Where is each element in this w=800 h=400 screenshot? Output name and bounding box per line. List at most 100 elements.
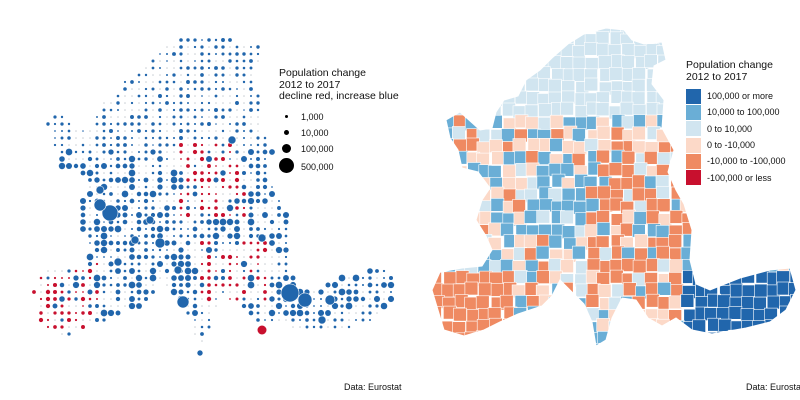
region-polygon (501, 331, 515, 346)
region-symbol (151, 255, 155, 259)
region-symbol (220, 212, 226, 218)
region-symbol-large (113, 257, 123, 267)
region-symbol (262, 198, 268, 204)
region-polygon (537, 66, 551, 80)
region-symbol (235, 283, 239, 287)
region-symbol (248, 310, 254, 316)
region-symbol (145, 81, 147, 83)
region-symbol (123, 248, 127, 252)
region-symbol (256, 276, 260, 280)
region-symbol (179, 234, 183, 238)
region-symbol (82, 305, 84, 307)
region-polygon (658, 79, 672, 93)
region-polygon (464, 281, 479, 296)
region-symbol (228, 108, 232, 112)
region-symbol (89, 137, 91, 139)
region-symbol (221, 157, 225, 161)
region-symbol (236, 81, 238, 83)
region-polygon (718, 209, 733, 224)
region-polygon (575, 309, 589, 323)
region-symbol (194, 284, 196, 286)
region-polygon (584, 77, 598, 92)
region-symbol (214, 87, 218, 91)
region-symbol (249, 241, 253, 245)
region-symbol (96, 130, 98, 132)
region-symbol (275, 246, 283, 254)
region-polygon (560, 31, 575, 45)
region-symbol (173, 200, 175, 202)
region-polygon (632, 345, 646, 346)
region-symbol (67, 290, 71, 294)
region-symbol (277, 297, 281, 301)
region-symbol (215, 165, 217, 167)
region-symbol (144, 297, 148, 301)
region-polygon (755, 332, 769, 346)
region-polygon (718, 258, 733, 273)
region-symbol (240, 260, 248, 268)
region-symbol (207, 52, 211, 56)
region-symbol (47, 270, 49, 272)
region-polygon (524, 247, 538, 262)
region-polygon (595, 31, 610, 45)
region-symbol (96, 256, 98, 258)
region-symbol (157, 156, 163, 162)
region-polygon (502, 54, 516, 69)
region-symbol (193, 129, 197, 133)
region-symbol (250, 249, 252, 251)
region-polygon (767, 344, 782, 346)
size-legend-item-1: 1,000 (279, 109, 399, 125)
region-polygon (693, 45, 708, 60)
region-symbol (290, 303, 296, 309)
region-polygon (670, 67, 684, 81)
region-symbol (158, 108, 162, 112)
size-legend-label: 500,000 (301, 161, 334, 172)
region-symbol (82, 158, 84, 160)
region-symbol (166, 116, 168, 118)
region-symbol (186, 94, 190, 98)
region-symbol (187, 53, 189, 55)
region-polygon (596, 222, 611, 236)
region-symbol (129, 177, 135, 183)
region-symbol (137, 150, 141, 154)
region-symbol (215, 53, 217, 55)
region-symbol (172, 143, 176, 147)
region-polygon (683, 44, 697, 59)
region-symbol (348, 277, 350, 279)
region-polygon (740, 237, 755, 251)
region-polygon (610, 341, 625, 346)
region-symbol (256, 108, 260, 112)
region-polygon (620, 321, 635, 335)
region-symbol (208, 186, 210, 188)
region-symbol (242, 66, 246, 70)
region-symbol (109, 276, 113, 280)
region-polygon (489, 356, 502, 369)
region-symbol (186, 234, 190, 238)
region-symbol (222, 249, 224, 251)
region-polygon (572, 245, 586, 260)
region-symbol (60, 325, 64, 329)
region-symbol (151, 66, 155, 70)
region-polygon (432, 342, 444, 346)
region-symbol (249, 45, 253, 49)
region-symbol (82, 130, 84, 132)
region-polygon (707, 43, 721, 58)
region-polygon (432, 151, 445, 165)
region-symbol (215, 291, 217, 293)
region-symbol (122, 163, 128, 169)
region-polygon (548, 234, 563, 249)
region-polygon (440, 28, 454, 33)
region-symbol (123, 283, 127, 287)
region-symbol (327, 326, 329, 328)
region-polygon (432, 305, 442, 320)
region-symbol (193, 185, 197, 189)
region-symbol (235, 101, 239, 105)
region-symbol (184, 274, 192, 282)
region-symbol (116, 199, 120, 203)
region-symbol (331, 281, 339, 289)
region-symbol (201, 249, 203, 251)
region-polygon (537, 29, 552, 44)
region-symbol (375, 290, 379, 294)
region-symbol (362, 291, 364, 293)
region-symbol (164, 268, 170, 274)
region-polygon (754, 247, 769, 262)
